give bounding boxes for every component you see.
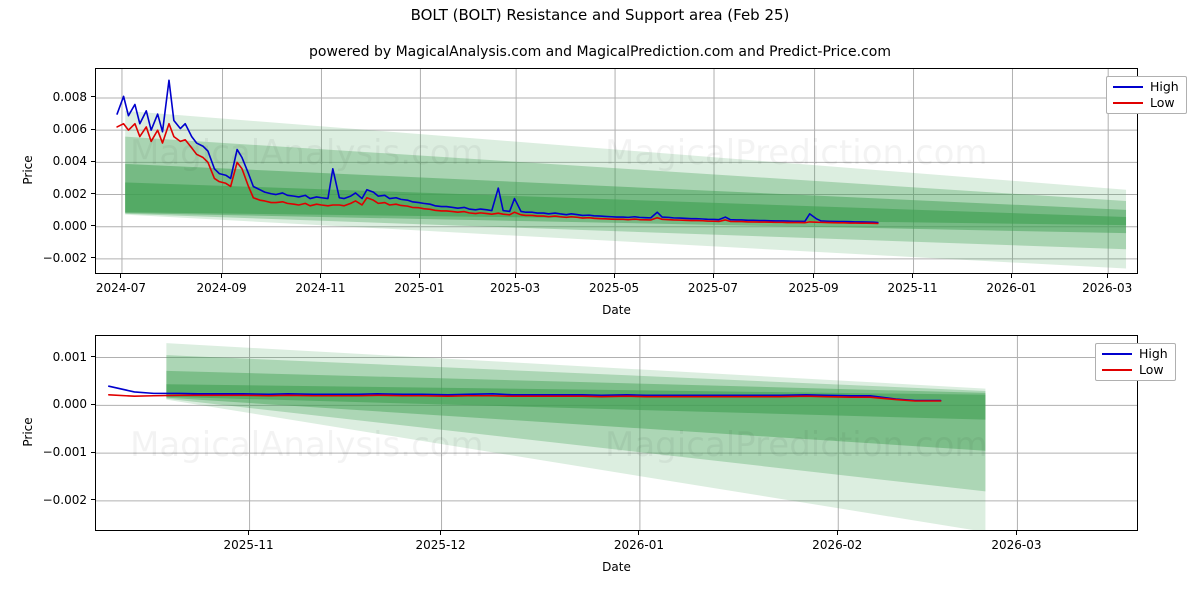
bottom-legend: High Low bbox=[1095, 343, 1176, 381]
y-tick-label: 0.008 bbox=[52, 89, 87, 104]
x-tick-label: 2025-05 bbox=[588, 281, 640, 295]
x-tick-label: 2025-11 bbox=[887, 281, 938, 295]
y-tick-label: 0.002 bbox=[52, 186, 87, 201]
legend-swatch-low-2 bbox=[1102, 368, 1132, 371]
bottom-chart-panel bbox=[95, 335, 1138, 531]
x-tick-mark bbox=[120, 274, 122, 278]
x-tick-mark bbox=[221, 274, 223, 278]
x-tick-label: 2026-01 bbox=[986, 281, 1037, 295]
x-tick-label: 2025-03 bbox=[490, 281, 541, 295]
top-chart-panel bbox=[95, 68, 1138, 274]
x-tick-mark bbox=[712, 274, 714, 278]
x-tick-label: 2025-09 bbox=[788, 281, 839, 295]
y-tick-mark bbox=[91, 225, 95, 227]
x-tick-mark bbox=[1015, 531, 1017, 535]
x-tick-mark bbox=[638, 531, 640, 535]
x-tick-label: 2025-12 bbox=[415, 538, 466, 552]
legend-label-low-2: Low bbox=[1139, 361, 1164, 377]
x-tick-mark bbox=[319, 274, 321, 278]
y-tick-mark bbox=[91, 96, 95, 98]
page-title: BOLT (BOLT) Resistance and Support area … bbox=[410, 6, 790, 24]
x-tick-mark bbox=[418, 274, 420, 278]
x-tick-mark bbox=[813, 274, 815, 278]
y-tick-mark bbox=[91, 160, 95, 162]
y-tick-label: 0.000 bbox=[52, 218, 87, 233]
legend-entry-high: High bbox=[1113, 79, 1179, 94]
top-x-axis-label: Date bbox=[602, 303, 631, 317]
x-tick-mark bbox=[1106, 274, 1108, 278]
legend-label-low: Low bbox=[1150, 94, 1175, 110]
legend-entry-high-2: High bbox=[1102, 346, 1168, 361]
x-tick-mark bbox=[613, 274, 615, 278]
x-tick-label: 2026-03 bbox=[1082, 281, 1133, 295]
bottom-chart-svg bbox=[96, 336, 1137, 530]
legend-label-high-2: High bbox=[1139, 346, 1168, 361]
y-tick-mark bbox=[91, 356, 95, 357]
legend-entry-low: Low bbox=[1113, 94, 1179, 110]
legend-swatch-high bbox=[1113, 86, 1143, 89]
legend-swatch-low bbox=[1113, 101, 1143, 104]
x-tick-label: 2026-03 bbox=[991, 538, 1042, 552]
x-tick-label: 2026-01 bbox=[613, 538, 664, 552]
legend-label-high: High bbox=[1150, 79, 1179, 94]
y-tick-mark bbox=[91, 499, 95, 501]
x-tick-label: 2026-02 bbox=[812, 538, 863, 552]
x-tick-mark bbox=[440, 531, 442, 535]
y-tick-label: −0.002 bbox=[42, 250, 87, 265]
y-tick-label: 0.006 bbox=[52, 122, 87, 137]
x-tick-mark bbox=[514, 274, 516, 278]
bottom-x-axis-label: Date bbox=[602, 560, 631, 574]
legend-entry-low-2: Low bbox=[1102, 361, 1168, 377]
y-tick-label: 0.001 bbox=[52, 349, 87, 364]
x-tick-label: 2024-09 bbox=[196, 281, 247, 295]
y-tick-label: 0.004 bbox=[52, 154, 87, 169]
x-tick-label: 2025-07 bbox=[687, 281, 739, 295]
x-tick-label: 2025-01 bbox=[394, 281, 445, 295]
y-tick-label: −0.002 bbox=[42, 492, 87, 507]
x-tick-mark bbox=[912, 274, 914, 278]
top-chart-svg bbox=[96, 69, 1137, 273]
y-tick-label: −0.001 bbox=[42, 445, 87, 460]
y-tick-mark bbox=[91, 193, 95, 195]
x-tick-mark bbox=[836, 531, 838, 535]
top-legend: High Low bbox=[1106, 76, 1187, 114]
x-tick-label: 2025-11 bbox=[223, 538, 274, 552]
x-tick-label: 2024-07 bbox=[95, 281, 147, 295]
y-tick-label: 0.000 bbox=[52, 397, 87, 412]
legend-swatch-high-2 bbox=[1102, 353, 1132, 356]
top-plot-area bbox=[95, 68, 1138, 274]
x-tick-label: 2024-11 bbox=[295, 281, 346, 295]
page-subtitle: powered by MagicalAnalysis.com and Magic… bbox=[309, 44, 891, 60]
x-tick-mark bbox=[1010, 274, 1012, 278]
y-tick-mark bbox=[91, 128, 95, 130]
y-tick-mark bbox=[91, 451, 95, 453]
y-tick-mark bbox=[91, 257, 95, 259]
y-tick-mark bbox=[91, 403, 95, 405]
x-tick-mark bbox=[248, 531, 250, 535]
bottom-plot-area bbox=[95, 335, 1138, 531]
